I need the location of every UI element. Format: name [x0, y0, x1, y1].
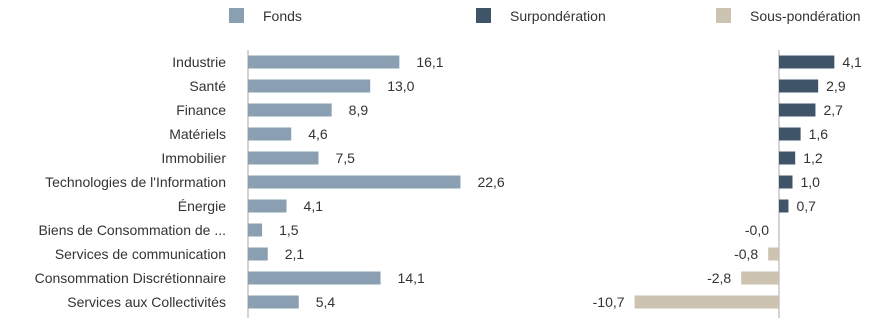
category-label: Finance: [176, 102, 226, 118]
relative-value-label: -0,0: [745, 222, 769, 238]
fund-bar: [248, 199, 287, 213]
legend-swatch-2: [716, 8, 731, 23]
category-labels: Industrie Santé Finance Matériels Immobilier…: [35, 54, 227, 310]
fund-bar: [248, 223, 263, 237]
category-label: Consommation Discrétionnaire: [35, 270, 227, 286]
fund-value-label: 8,9: [349, 102, 369, 118]
fund-value-label: 14,1: [398, 270, 425, 286]
relative-value-label: -2,8: [707, 270, 731, 286]
category-label: Santé: [189, 78, 226, 94]
legend-label-1: Surpondération: [510, 8, 606, 24]
fund-bar: [248, 55, 400, 69]
relative-value-label: 0,7: [796, 198, 816, 214]
relative-value-label: 1,6: [809, 126, 829, 142]
category-label: Services de communication: [55, 246, 226, 262]
relative-value-label: -0,8: [734, 246, 758, 262]
relative-value-label: 2,9: [826, 78, 846, 94]
fund-value-label: 2,1: [285, 246, 305, 262]
relative-value-label: -10,7: [593, 294, 625, 310]
category-label: Biens de Consommation de ...: [38, 222, 226, 238]
fund-weights-panel: 16,113,0 8,9 4,6 7,5 22,6 4,1 1,5 2,1 14,1 5,4: [247, 50, 505, 318]
category-label: Industrie: [172, 54, 226, 70]
legend-label-0: Fonds: [263, 8, 302, 24]
fund-bar: [248, 175, 461, 189]
overweight-bar: [779, 199, 789, 213]
relative-value-label: 1,2: [803, 150, 823, 166]
relative-weights-panel: 4,1 2,9 2,7 1,6 1,2 1,0 0,7 -0,0 -0,8-2,8 -10,7: [593, 50, 862, 318]
fund-bar: [248, 271, 381, 285]
fund-value-label: 7,5: [336, 150, 356, 166]
underweight-bar: [768, 247, 779, 261]
fund-value-label: 16,1: [416, 54, 443, 70]
overweight-bar: [779, 151, 796, 165]
fund-bar: [248, 79, 371, 93]
fund-bar: [248, 103, 332, 117]
underweight-bar: [741, 271, 779, 285]
legend-label-2: Sous-pondération: [750, 8, 861, 24]
category-label: Immobilier: [161, 150, 226, 166]
category-label: Matériels: [169, 126, 226, 142]
overweight-bar: [779, 175, 793, 189]
fund-value-label: 4,1: [304, 198, 324, 214]
underweight-bar: [634, 295, 779, 309]
overweight-bar: [779, 55, 835, 69]
overweight-bar: [779, 103, 816, 117]
legend: Fonds Surpondération Sous-pondération: [229, 8, 861, 24]
overweight-bar: [779, 127, 801, 141]
relative-value-label: 1,0: [801, 174, 821, 190]
legend-swatch-1: [476, 8, 491, 23]
fund-bar: [248, 151, 319, 165]
category-label: Services aux Collectivités: [67, 294, 226, 310]
fund-value-label: 1,5: [279, 222, 299, 238]
fund-value-label: 13,0: [387, 78, 414, 94]
fund-bar: [248, 295, 299, 309]
legend-swatch-0: [229, 8, 244, 23]
overweight-bar: [779, 79, 819, 93]
fund-value-label: 5,4: [316, 294, 336, 310]
relative-value-label: 2,7: [823, 102, 843, 118]
fund-value-label: 22,6: [477, 174, 504, 190]
category-label: Énergie: [178, 198, 226, 214]
fund-bar: [248, 247, 268, 261]
relative-value-label: 4,1: [842, 54, 862, 70]
fund-value-label: 4,6: [308, 126, 328, 142]
fund-bar: [248, 127, 292, 141]
category-label: Technologies de l'Information: [45, 174, 226, 190]
